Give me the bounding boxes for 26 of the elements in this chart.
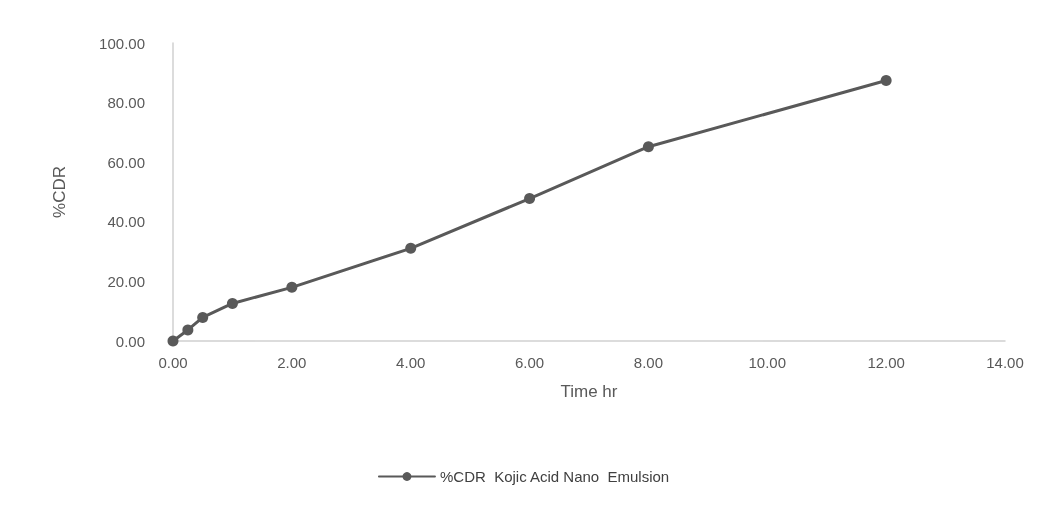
x-tick-label: 14.00 xyxy=(986,354,1024,371)
point xyxy=(182,324,194,336)
point xyxy=(642,141,654,153)
point xyxy=(226,297,238,309)
y-tick-label: 80.00 xyxy=(107,94,145,112)
x-tick-label: 2.00 xyxy=(277,354,307,371)
y-tick-label: 40.00 xyxy=(107,213,145,231)
point xyxy=(524,193,536,205)
point xyxy=(286,281,298,293)
point xyxy=(197,311,209,323)
y-tick-label: 0.00 xyxy=(115,332,145,350)
point xyxy=(880,75,892,87)
x-tick-label: 8.00 xyxy=(633,354,664,371)
point xyxy=(167,335,179,347)
y-tick-label: 100.00 xyxy=(99,34,145,52)
x-tick-label: 12.00 xyxy=(867,354,905,371)
point xyxy=(405,242,417,254)
x-axis-title: Time hr xyxy=(560,382,618,401)
legend-label: %CDR Kojic Acid Nano Emulsion xyxy=(439,468,670,485)
x-tick-label: 10.00 xyxy=(748,354,787,371)
y-axis-title: %CDR xyxy=(50,166,69,218)
x-tick-label: 4.00 xyxy=(396,354,426,371)
x-tick-label: 6.00 xyxy=(514,354,545,371)
y-tick-label: 20.00 xyxy=(107,272,145,290)
y-tick-label: 60.00 xyxy=(107,153,145,171)
x-tick-label: 0.00 xyxy=(158,354,188,371)
